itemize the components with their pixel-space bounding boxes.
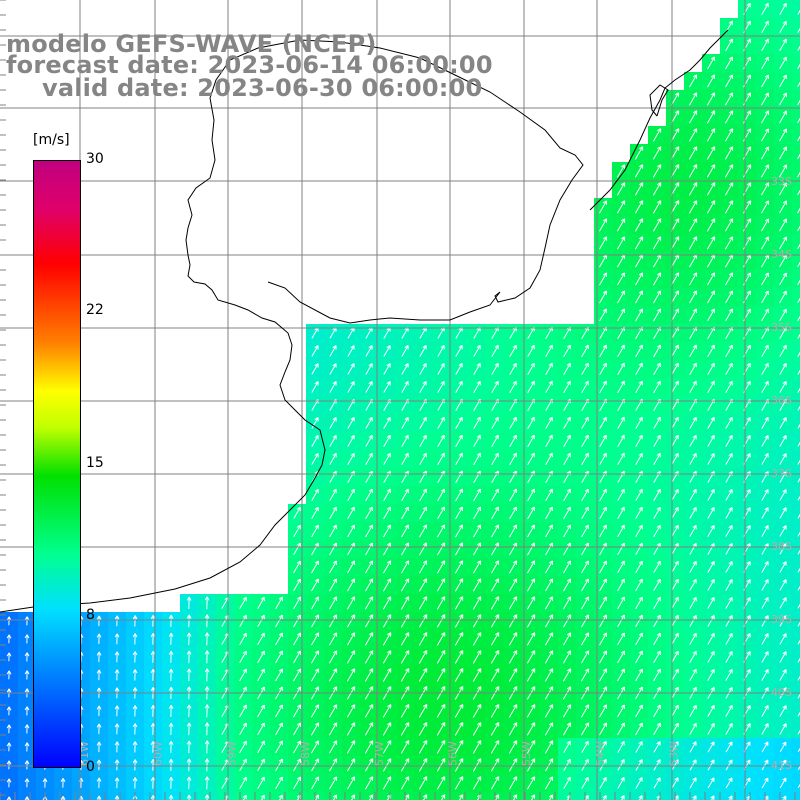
lon-label: 55W [520,741,533,766]
colorbar-tick-30: 30 [86,151,104,167]
latitude-labels: 33S 34S 35S 36S 37S 38S 39S 40S 41S [771,175,792,772]
longitude-labels: 61W 60W 59W 58W 57W 56W 55W 54W 53W [78,741,681,766]
lat-label: 37S [771,467,792,480]
wind-arrows [6,2,800,800]
model-title: modelo GEFS-WAVE (NCEP) [6,30,377,58]
lat-label: 41S [771,759,792,772]
lon-label: 53W [668,741,681,766]
coastline-uruguay [257,39,584,324]
lon-label: 56W [447,741,460,766]
colorbar-tick-22: 22 [86,302,104,318]
forecast-date: forecast date: 2023-06-14 06:00:00 [6,51,493,79]
colorbar-tick-0: 0 [86,759,95,775]
lon-label: 61W [78,741,91,766]
lon-label: 54W [594,741,607,766]
lat-label: 39S [771,613,792,626]
colorbar-unit: [m/s] [33,132,70,148]
lat-label: 36S [771,394,792,407]
lat-label: 38S [771,540,792,553]
lon-label: 58W [299,741,312,766]
coastline [0,47,326,613]
colorbar-tick-15: 15 [86,455,104,471]
lon-label: 59W [225,741,238,766]
lat-label: 40S [771,686,792,699]
lat-label: 35S [771,321,792,334]
colorbar [33,160,81,768]
valid-date: valid date: 2023-06-30 06:00:00 [42,74,483,102]
lat-label: 33S [771,175,792,188]
lat-label: 34S [771,248,792,261]
lon-label: 60W [152,741,165,766]
lon-label: 57W [373,741,386,766]
colorbar-tick-8: 8 [86,607,95,623]
coastline-brazil [589,29,729,211]
